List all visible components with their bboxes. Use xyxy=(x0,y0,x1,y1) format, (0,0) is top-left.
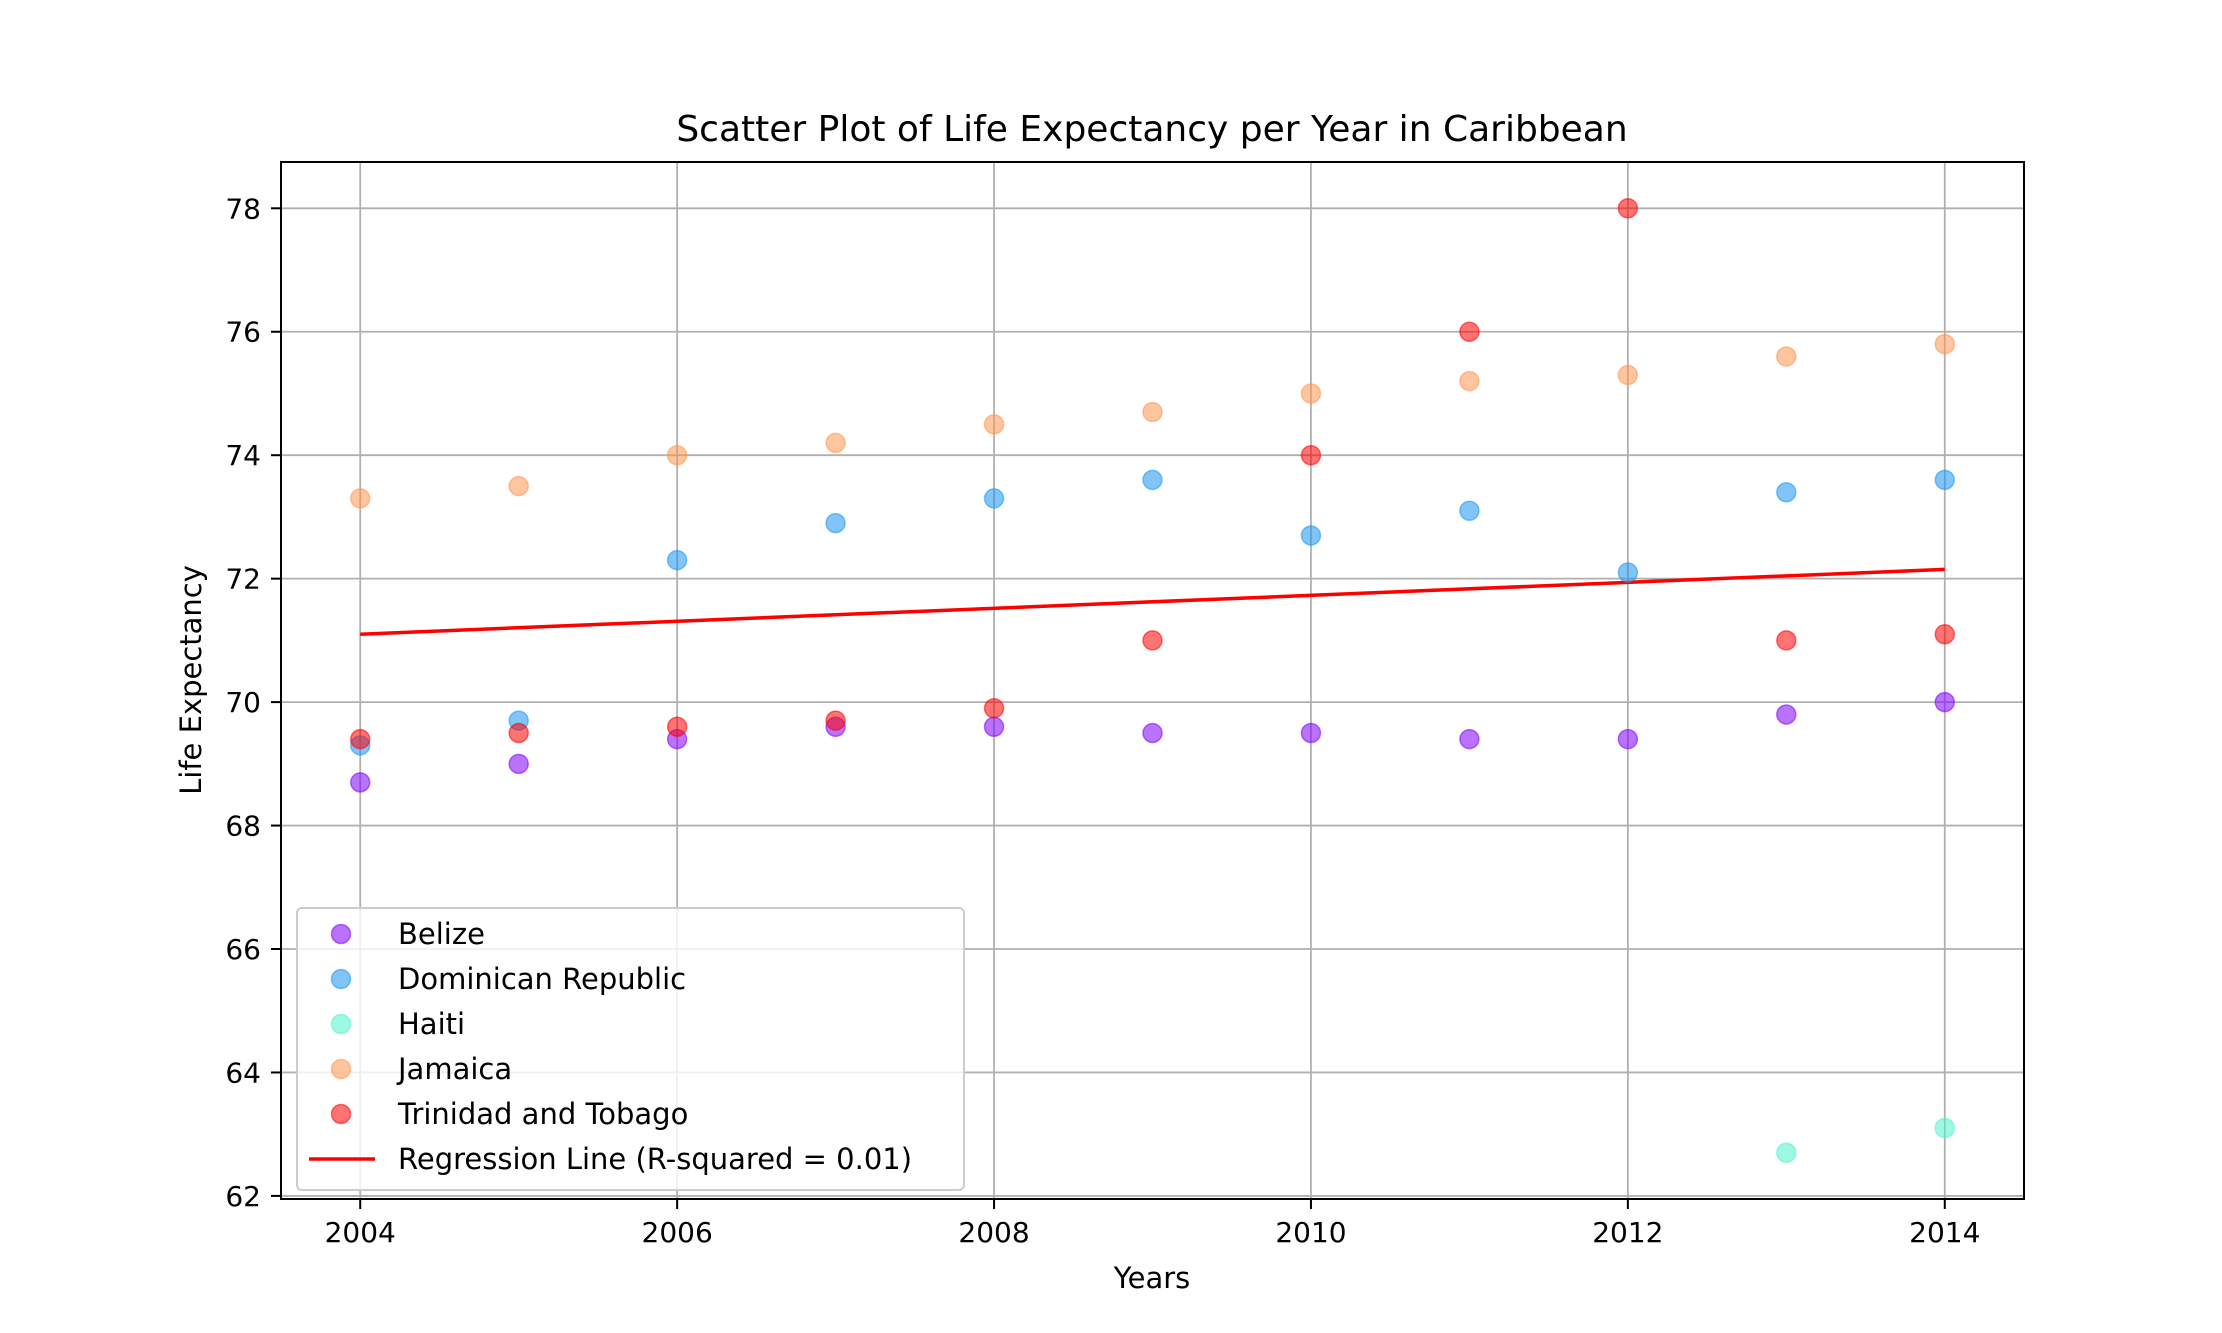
legend-label: Belize xyxy=(398,917,485,951)
y-axis-label: Life Expectancy xyxy=(174,565,208,795)
point-trinidad-and-tobago xyxy=(1300,444,1322,466)
point-haiti xyxy=(1934,1117,1956,1139)
legend-label: Haiti xyxy=(398,1007,465,1041)
y-tick-label: 68 xyxy=(225,810,261,843)
legend-marker xyxy=(330,1103,352,1125)
point-belize xyxy=(1459,728,1480,750)
chart-title: Scatter Plot of Life Expectancy per Year… xyxy=(676,109,1627,150)
point-dominican-republic xyxy=(666,549,688,571)
point-trinidad-and-tobago xyxy=(983,698,1005,719)
point-trinidad-and-tobago xyxy=(1459,321,1480,342)
points-layer xyxy=(349,198,1956,1163)
point-dominican-republic xyxy=(1776,481,1797,503)
point-trinidad-and-tobago xyxy=(1776,630,1797,651)
regression-layer xyxy=(360,567,1945,636)
y-tick-label: 62 xyxy=(225,1180,261,1213)
point-trinidad-and-tobago xyxy=(349,728,371,750)
y-tick-label: 70 xyxy=(225,686,261,719)
point-trinidad-and-tobago xyxy=(508,722,529,744)
point-jamaica xyxy=(1617,364,1639,386)
regression-line xyxy=(360,567,1945,636)
point-trinidad-and-tobago xyxy=(1142,630,1163,651)
point-belize xyxy=(1142,722,1163,744)
legend-box xyxy=(296,907,965,1191)
y-tick-label: 72 xyxy=(225,563,261,596)
x-tick-label: 2004 xyxy=(325,1216,396,1249)
legend-marker xyxy=(330,1058,352,1080)
ticks: 2004 2006 2008 2010 2012 2014 62 64 66 68 70 72 74 76… xyxy=(225,192,1980,1249)
point-trinidad-and-tobago xyxy=(825,710,846,731)
x-tick-label: 2014 xyxy=(1909,1216,1980,1249)
legend-marker xyxy=(330,1013,352,1035)
x-axis-label: Years xyxy=(1113,1261,1191,1295)
point-jamaica xyxy=(666,444,688,466)
point-belize xyxy=(1934,691,1956,713)
point-trinidad-and-tobago xyxy=(666,716,688,738)
point-jamaica xyxy=(1776,346,1797,367)
legend-label: Jamaica xyxy=(396,1052,512,1086)
point-trinidad-and-tobago xyxy=(1934,623,1956,645)
point-belize xyxy=(1300,722,1322,744)
point-jamaica xyxy=(1459,370,1480,392)
point-dominican-republic xyxy=(825,512,846,534)
point-jamaica xyxy=(508,475,529,497)
legend: Belize Dominican Republic Haiti Jamaica Trin… xyxy=(296,907,965,1191)
point-dominican-republic xyxy=(1934,469,1956,491)
y-tick-label: 64 xyxy=(225,1056,261,1089)
x-tick-label: 2012 xyxy=(1592,1216,1663,1249)
point-jamaica xyxy=(349,488,371,509)
x-tick-label: 2006 xyxy=(642,1216,713,1249)
y-tick-label: 74 xyxy=(225,439,261,472)
point-dominican-republic xyxy=(1300,525,1322,546)
point-trinidad-and-tobago xyxy=(1617,198,1639,219)
point-belize xyxy=(983,716,1005,738)
legend-label: Regression Line (R-squared = 0.01) xyxy=(398,1142,912,1176)
y-tick-label: 76 xyxy=(225,316,261,349)
y-tick-label: 66 xyxy=(225,933,261,966)
legend-marker xyxy=(330,968,352,990)
point-dominican-republic xyxy=(983,488,1005,509)
point-dominican-republic xyxy=(1142,469,1163,491)
point-belize xyxy=(349,772,371,793)
point-haiti xyxy=(1776,1142,1797,1163)
point-dominican-republic xyxy=(1459,500,1480,522)
legend-marker xyxy=(330,923,352,945)
point-dominican-republic xyxy=(1617,562,1639,583)
x-tick-label: 2010 xyxy=(1275,1216,1346,1249)
point-jamaica xyxy=(825,432,846,454)
x-tick-label: 2008 xyxy=(958,1216,1029,1249)
y-tick-label: 78 xyxy=(225,192,261,225)
point-belize xyxy=(1776,704,1797,725)
legend-label: Trinidad and Tobago xyxy=(397,1097,688,1131)
point-belize xyxy=(508,753,529,775)
point-jamaica xyxy=(1934,333,1956,355)
point-jamaica xyxy=(1300,383,1322,404)
point-jamaica xyxy=(983,414,1005,435)
point-jamaica xyxy=(1142,401,1163,423)
plot-frame xyxy=(280,161,2025,1200)
legend-label: Dominican Republic xyxy=(398,962,686,996)
point-belize xyxy=(1617,728,1639,750)
